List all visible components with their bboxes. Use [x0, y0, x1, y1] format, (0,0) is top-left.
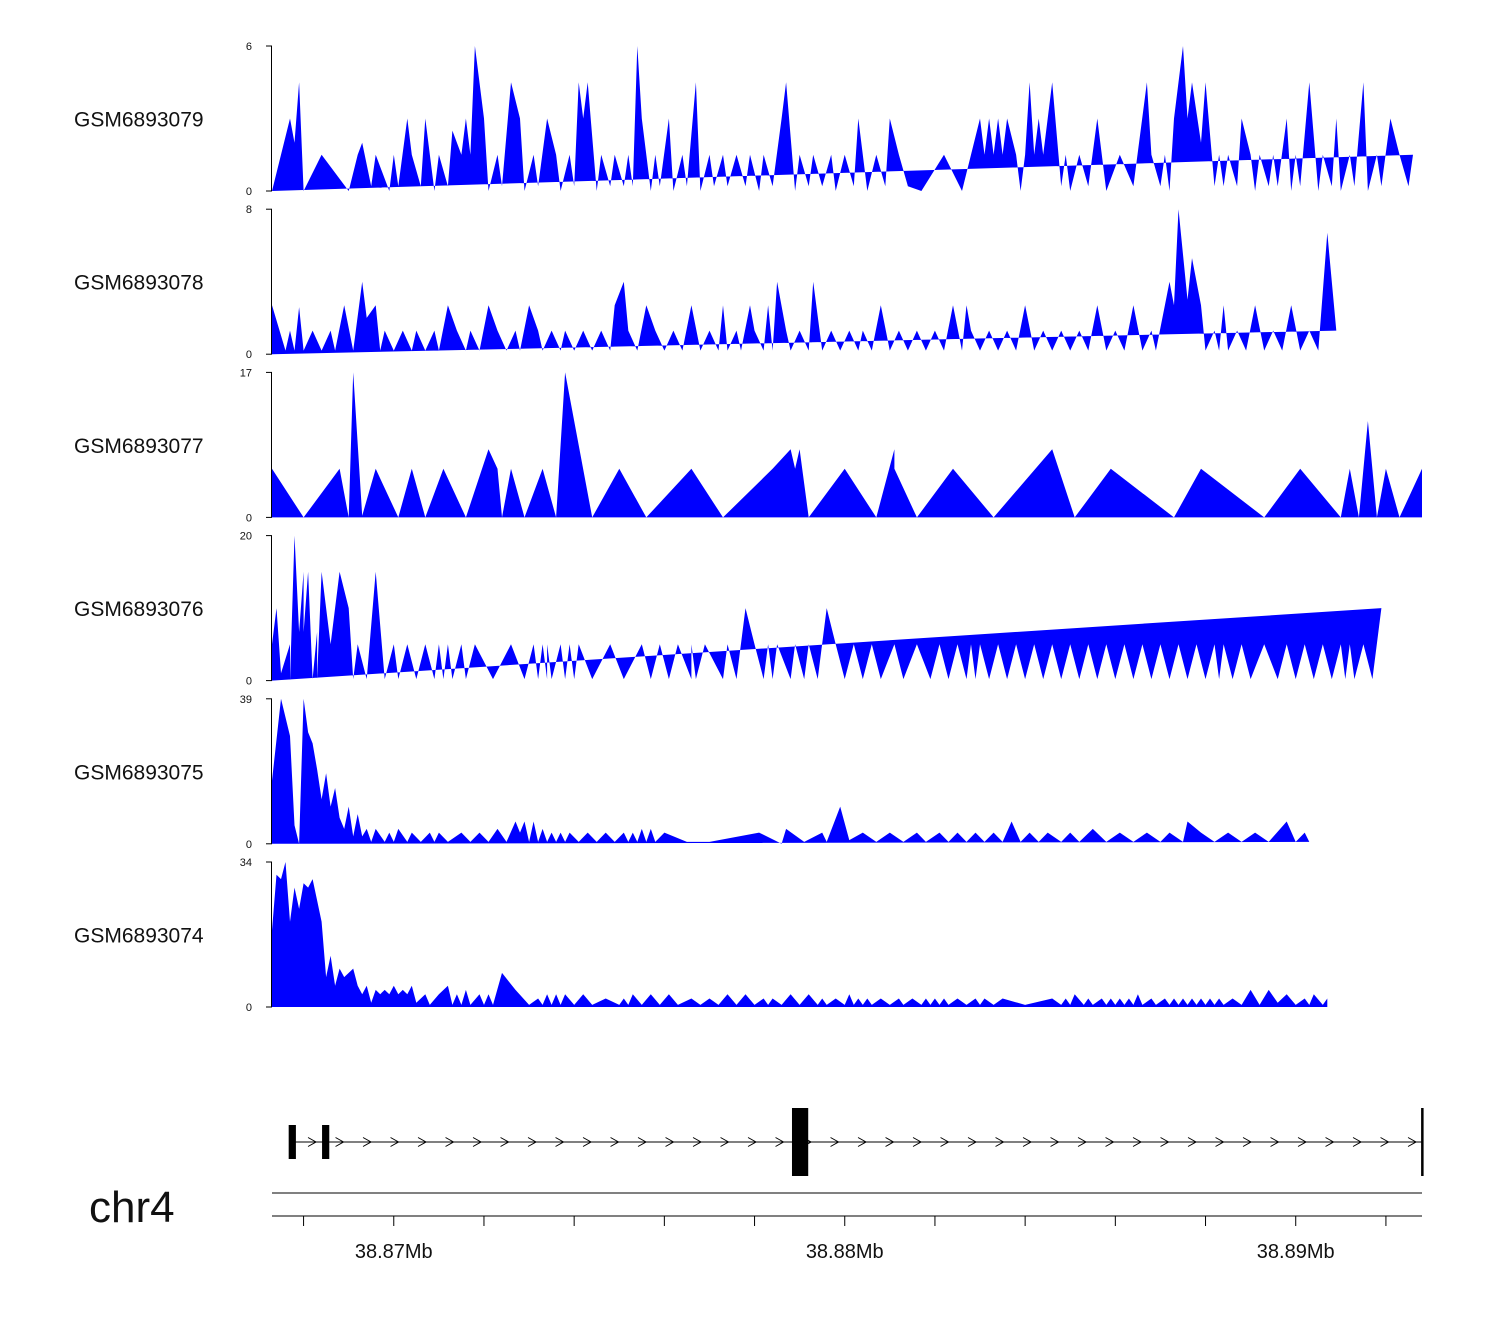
track-ymin-label: 0: [246, 349, 252, 361]
strand-arrow-icon: [1160, 1137, 1170, 1147]
gene-exon: [322, 1125, 330, 1159]
strand-arrow-icon: [967, 1137, 978, 1147]
chromosome-axis: chr4 38.87Mb 38.88Mb 38.89Mb: [89, 1183, 1422, 1263]
track-label: GSM6893076: [74, 598, 204, 621]
strand-arrow-icon: [417, 1137, 428, 1147]
track-ymax-label: 20: [240, 531, 252, 543]
track-label: GSM6893079: [74, 109, 204, 132]
strand-arrow-icon: [1242, 1137, 1253, 1147]
track-label: GSM6893077: [74, 435, 204, 458]
track-ymin-label: 0: [246, 676, 252, 688]
strand-arrow-icon: [362, 1137, 373, 1147]
track-ymax-label: 39: [240, 694, 252, 706]
strand-arrow-icon: [830, 1137, 840, 1147]
track-0: GSM6893079 6 0: [74, 41, 1413, 198]
strand-arrow-icon: [885, 1137, 895, 1147]
strand-arrow-icon: [527, 1137, 538, 1147]
strand-arrow-icon: [1132, 1137, 1143, 1147]
track-2: GSM6893077 17 0: [74, 367, 1422, 524]
track-ymin-label: 0: [246, 839, 252, 851]
gene-exon: [791, 1108, 809, 1176]
strand-arrow-icon: [692, 1137, 703, 1147]
strand-arrow-icon: [500, 1137, 510, 1147]
track-label: GSM6893074: [74, 925, 204, 948]
strand-arrow-icon: [720, 1137, 730, 1147]
track-3: GSM6893076 20 0: [74, 531, 1382, 688]
strand-arrow-icon: [1050, 1137, 1060, 1147]
strand-arrow-icon: [390, 1137, 400, 1147]
track-ymin-label: 0: [246, 1002, 252, 1014]
gene-exon: [1421, 1108, 1424, 1176]
strand-arrow-icon: [1022, 1137, 1033, 1147]
coverage-area: [272, 372, 1422, 518]
strand-arrow-icon: [582, 1137, 593, 1147]
track-ymax-label: 34: [240, 857, 252, 869]
track-ymin-label: 0: [246, 512, 252, 524]
gene-model: [288, 1108, 1424, 1176]
track-4: GSM6893075 39 0: [74, 694, 1310, 851]
strand-arrow-icon: [665, 1137, 675, 1147]
coverage-area: [272, 535, 1382, 681]
track-ymax-label: 17: [240, 367, 252, 379]
strand-arrow-icon: [995, 1137, 1005, 1147]
strand-arrow-icon: [1187, 1137, 1198, 1147]
track-5: GSM6893074 34 0: [74, 857, 1328, 1014]
track-1: GSM6893078 8 0: [74, 204, 1337, 361]
strand-arrow-icon: [912, 1137, 923, 1147]
strand-arrow-icon: [445, 1137, 455, 1147]
strand-arrow-icon: [1270, 1137, 1280, 1147]
strand-arrow-icon: [1215, 1137, 1225, 1147]
gene-exon: [288, 1125, 296, 1159]
track-label: GSM6893078: [74, 272, 204, 295]
genome-axis-tick-label: 38.87Mb: [355, 1241, 433, 1263]
strand-arrow-icon: [1380, 1137, 1390, 1147]
strand-arrow-icon: [307, 1137, 318, 1147]
strand-arrow-icon: [335, 1137, 345, 1147]
strand-arrow-icon: [747, 1137, 758, 1147]
strand-arrow-icon: [1352, 1137, 1363, 1147]
coverage-area: [272, 698, 1310, 844]
strand-arrow-icon: [1077, 1137, 1088, 1147]
chromosome-label: chr4: [89, 1183, 175, 1232]
track-ymax-label: 8: [246, 204, 252, 216]
strand-arrow-icon: [1297, 1137, 1308, 1147]
strand-arrow-icon: [555, 1137, 565, 1147]
genome-axis-tick-label: 38.89Mb: [1257, 1241, 1335, 1263]
strand-arrow-icon: [637, 1137, 648, 1147]
strand-arrow-icon: [1325, 1137, 1335, 1147]
genome-axis-tick-label: 38.88Mb: [806, 1241, 884, 1263]
strand-arrow-icon: [610, 1137, 620, 1147]
track-ymin-label: 0: [246, 186, 252, 198]
strand-arrow-icon: [857, 1137, 868, 1147]
coverage-area: [272, 46, 1413, 191]
strand-arrow-icon: [940, 1137, 950, 1147]
coverage-area: [272, 862, 1328, 1007]
strand-arrow-icon: [775, 1137, 785, 1147]
strand-arrow-icon: [1105, 1137, 1115, 1147]
coverage-tracks: GSM689307960GSM689307880GSM6893077170GSM…: [74, 41, 1422, 1014]
track-ymax-label: 6: [246, 41, 252, 53]
track-label: GSM6893075: [74, 761, 204, 784]
strand-arrow-icon: [1407, 1137, 1418, 1147]
strand-arrow-icon: [472, 1137, 483, 1147]
coverage-area: [272, 209, 1337, 355]
